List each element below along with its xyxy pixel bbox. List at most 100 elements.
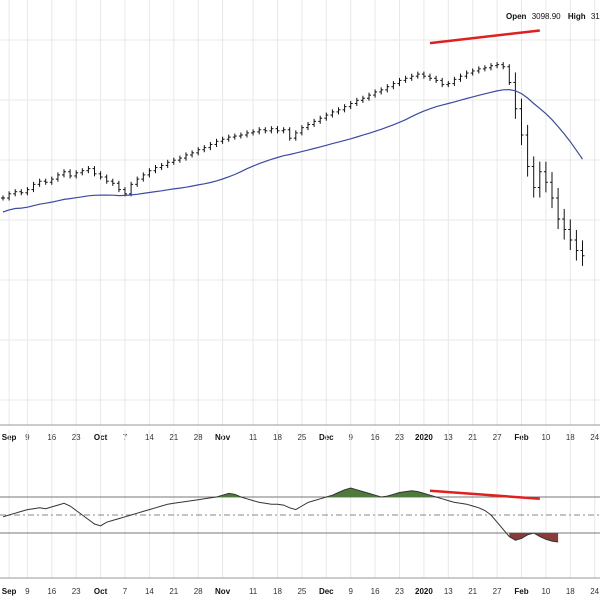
price-bar (208, 141, 213, 151)
price-bar (55, 172, 60, 182)
oscillator-x-tick-label: 21 (468, 587, 477, 596)
oscillator-x-tick-label: 25 (297, 587, 306, 596)
oversold-fill (509, 533, 559, 542)
price-bar (397, 77, 402, 87)
price-bar (458, 73, 463, 82)
high-value: 3130 (591, 12, 600, 21)
ohlc-readout: Open 3098.90 High 3130 (506, 12, 600, 21)
price-bar (257, 127, 262, 135)
price-bar (116, 180, 121, 193)
oscillator-x-tick-label: Oct (94, 587, 108, 596)
price-bar (232, 133, 237, 140)
price-bar (275, 126, 280, 134)
oscillator-x-tick-label: 24 (590, 587, 599, 596)
price-bar (287, 127, 292, 141)
overbought-fill (326, 488, 437, 497)
oscillator-x-tick-label: 11 (249, 587, 258, 596)
price-bar (580, 240, 585, 266)
price-bar (318, 115, 323, 124)
price-bar (336, 107, 341, 115)
price-bar (525, 124, 530, 177)
open-label: Open (506, 12, 527, 21)
price-panel: Open 3098.90 High 3130 (0, 0, 600, 425)
price-bar (147, 168, 152, 178)
open-value: 3098.90 (532, 12, 561, 21)
price-bars (1, 62, 585, 266)
oscillator-x-tick-label: Dec (319, 587, 334, 596)
price-bar (184, 152, 188, 161)
price-bar (153, 165, 158, 174)
price-bar (220, 136, 225, 144)
oscillator-x-tick-label: Feb (514, 587, 528, 596)
price-bar (263, 127, 268, 134)
price-bar (415, 71, 420, 79)
price-bar (49, 176, 54, 185)
price-bar (141, 172, 146, 182)
price-bar (251, 129, 256, 136)
price-bar (330, 109, 335, 118)
oscillator-x-tick-label: 7 (123, 587, 128, 596)
price-bar (98, 171, 103, 180)
price-bar (238, 132, 243, 139)
oscillator-x-tick-label: 13 (444, 587, 453, 596)
price-bar (543, 161, 548, 193)
oscillator-x-tick-label: 2020 (415, 587, 433, 596)
price-bar (373, 89, 378, 98)
price-trendline (429, 29, 540, 45)
price-bar (202, 145, 207, 153)
price-bar (37, 178, 42, 187)
price-bar (556, 187, 561, 230)
price-bar (501, 62, 506, 70)
price-bar (165, 159, 170, 168)
price-bar (7, 191, 12, 201)
price-bar (495, 62, 500, 69)
price-bar (299, 125, 304, 136)
price-bar (513, 72, 518, 119)
oscillator-x-tick-label: 23 (395, 587, 404, 596)
price-bar (537, 161, 542, 198)
price-bar (196, 147, 201, 156)
oscillator-x-tick-label: 16 (371, 587, 380, 596)
oscillator-x-tick-label: Sep (2, 587, 17, 596)
price-bar (104, 174, 109, 184)
price-bar (464, 70, 469, 79)
price-bar (507, 64, 512, 86)
price-bar (482, 65, 487, 72)
price-bar (92, 166, 97, 177)
oscillator-x-tick-label: 18 (273, 587, 282, 596)
price-bar (342, 104, 347, 113)
price-bar (226, 134, 231, 142)
price-bar (409, 73, 414, 81)
price-bar (440, 77, 445, 88)
price-bar (312, 118, 317, 128)
price-bar (43, 178, 48, 185)
price-bar (562, 208, 567, 240)
price-bar (324, 112, 329, 121)
price-bar (379, 87, 384, 95)
price-bar (568, 219, 573, 251)
high-label: High (568, 12, 586, 21)
price-bar (452, 76, 457, 87)
price-bar (293, 130, 298, 141)
price-bar (391, 81, 396, 90)
oscillator-x-tick-label: 27 (493, 587, 502, 596)
price-bar (531, 156, 536, 198)
oscillator-x-tick-label: 9 (25, 587, 30, 596)
oscillator-x-tick-label: 14 (145, 587, 154, 596)
price-bar (367, 92, 371, 101)
price-grid (0, 0, 600, 425)
price-bar (385, 84, 390, 93)
price-bar (574, 229, 579, 261)
oscillator-x-tick-label: 9 (348, 587, 353, 596)
oscillator-x-tick-label: 18 (566, 587, 575, 596)
price-bar (269, 126, 274, 134)
price-bar (348, 100, 353, 110)
oscillator-x-tick-label: 16 (47, 587, 56, 596)
price-bar (1, 195, 5, 201)
price-bar (428, 73, 432, 81)
price-bar (403, 75, 408, 83)
price-bar (74, 170, 79, 179)
oscillator-x-tick-label: 21 (169, 587, 178, 596)
price-bar (13, 189, 18, 197)
price-bar (62, 169, 66, 178)
